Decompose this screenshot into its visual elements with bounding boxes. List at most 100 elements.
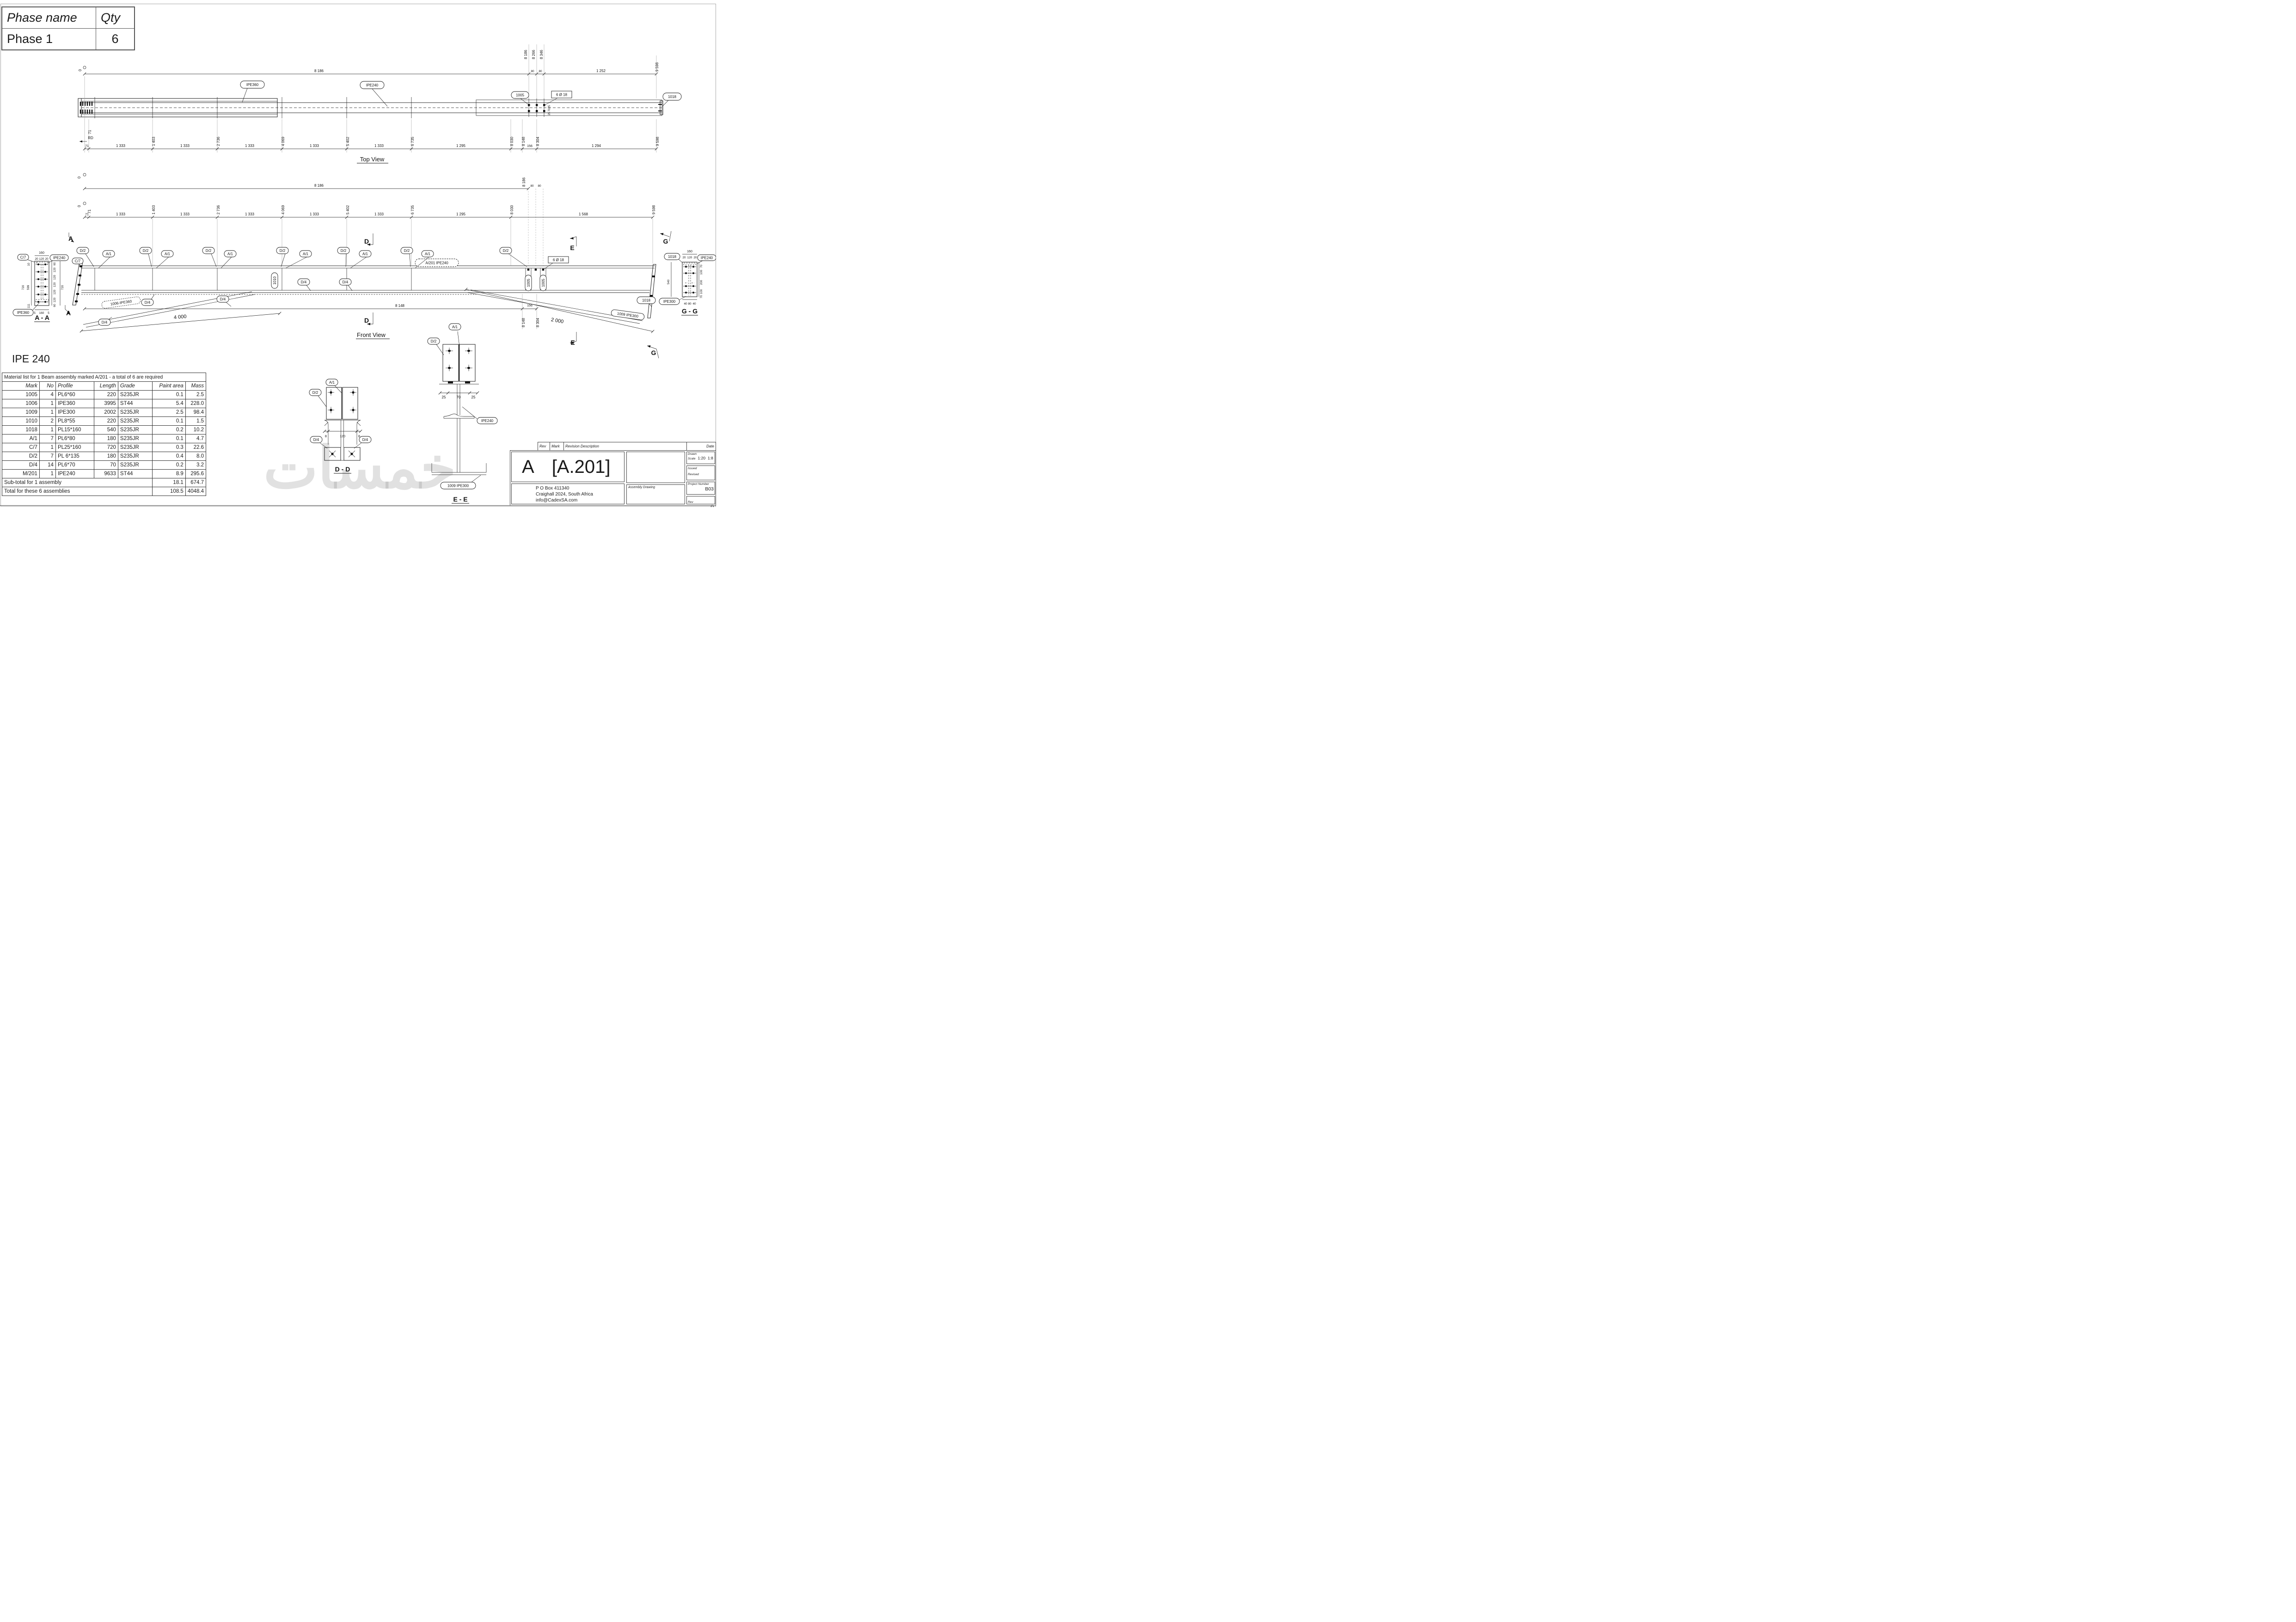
issued-box: Issued Revised xyxy=(686,465,715,480)
gg-callout-ipe300: IPE300 xyxy=(663,300,676,304)
material-row: 1005 4 PL6*60 220 S235JR 0.1 2.5 xyxy=(2,390,207,399)
date-header: Date xyxy=(706,444,714,448)
material-total-row: Total for these 6 assemblies 108.5 4048.4 xyxy=(1,487,207,496)
section-gg-label: G - G xyxy=(682,307,698,315)
callout-6d18-front: 6 Ø 18 xyxy=(553,258,564,262)
fv-dim-156: 156 xyxy=(527,304,533,307)
logo-box xyxy=(626,452,685,483)
tv-rot-8186: 8 186 xyxy=(524,49,528,59)
aa-dim-20a: 20 xyxy=(35,257,38,261)
fv-seg-1333d: 1 333 xyxy=(310,212,319,216)
gg-dim-70a: 70 xyxy=(700,264,703,268)
aa-dim-120r: 120 xyxy=(53,282,56,287)
fv-cum-8030: 8 030 xyxy=(510,205,514,214)
callout-a1: A/1 xyxy=(106,252,112,256)
gg-dim-40a: 40 xyxy=(684,302,687,306)
gg-callout-ipe240: IPE240 xyxy=(701,256,713,260)
scale-box: Drawn Scale 1:20 1:8 xyxy=(686,452,715,464)
callout-d4: D/4 xyxy=(301,280,307,284)
callout-ipe360: IPE360 xyxy=(246,83,259,87)
tv-cum-6735: 6 735 xyxy=(410,136,415,146)
fv-datum: 0 xyxy=(77,176,81,178)
gg-dim-20b: 20 xyxy=(693,256,697,259)
phase-table: Phase name Qty Phase 1 6 xyxy=(1,6,135,50)
marker-g-bottom: G xyxy=(651,349,656,356)
drawing-canvas: 0 8 186 8 186 8 266 8 346 80 80 1 252 9 … xyxy=(12,44,716,504)
sheet-frame xyxy=(0,4,716,507)
fv-dim-2000: 2 000 xyxy=(551,317,564,325)
callout-d4: D/4 xyxy=(343,280,349,284)
phase-name-value: Phase 1 xyxy=(1,28,96,50)
fv-dim-4000: 4 000 xyxy=(174,314,187,320)
material-title: Material list for 1 Beam assembly marked… xyxy=(2,373,206,382)
address-line1: P O Box 411340 xyxy=(536,486,569,491)
fv-seg-1333c: 1 333 xyxy=(245,212,255,216)
material-row: 1018 1 PL15*160 540 S235JR 0.2 10.2 xyxy=(2,425,207,435)
total-label: Total for these 6 assemblies xyxy=(1,487,153,496)
ee-callout-d2: D/2 xyxy=(431,339,437,343)
gg-callout-1018: 1018 xyxy=(668,255,676,259)
aa-dim-720l: 720 xyxy=(22,285,25,290)
tv-hole-dim-25b: 25 xyxy=(548,112,551,116)
scale-value-1: 1:20 xyxy=(698,456,706,460)
tv-rot-71: 71 xyxy=(88,130,92,134)
section-dd-label: D - D xyxy=(335,465,350,473)
callout-1005: 1005 xyxy=(516,93,524,98)
callout-d2: D/2 xyxy=(341,249,347,253)
dd-callout-d4: D/4 xyxy=(362,438,368,442)
tv-rot-8346: 8 346 xyxy=(539,49,544,59)
fv-dim-9598: 9 598 xyxy=(652,205,656,214)
fv-seg-1333e: 1 333 xyxy=(374,212,384,216)
dd-callout-d2: D/2 xyxy=(312,391,318,395)
gg-dim-540: 540 xyxy=(667,279,670,284)
tv-cum-8148: 8 148 xyxy=(521,136,526,146)
section-gg: 160 20 120 20 540 70 100 200 100 70 40 8… xyxy=(659,250,716,316)
drawing-type-box: Assembly Drawing xyxy=(626,484,685,504)
aa-dim-60b: 60 xyxy=(53,304,56,307)
ee-label-1009: 1009 IPE300 xyxy=(447,484,469,488)
material-row: M/201 1 IPE240 9633 ST44 8.9 295.6 xyxy=(2,469,207,478)
top-view: 0 8 186 8 186 8 266 8 346 80 80 1 252 9 … xyxy=(78,44,682,164)
dd-dim-8a: 8 xyxy=(325,435,327,438)
tv-cum-8304: 8 304 xyxy=(536,136,540,146)
dd-dim-120: 120 xyxy=(340,435,345,438)
drawn-label: Drawn xyxy=(688,453,697,456)
gg-dim-120: 120 xyxy=(687,256,692,259)
front-view: 0 8 186 8 186 80 80 0 71 71 1 333 1 333 … xyxy=(65,173,672,359)
callout-a1: A/1 xyxy=(425,252,431,256)
dd-callout-d4: D/4 xyxy=(313,438,319,442)
col-grade: Grade xyxy=(117,381,153,391)
project-number-box: Project Number B03 xyxy=(686,482,715,495)
aa-dim-599: 599 xyxy=(27,285,30,290)
gg-dim-20a: 20 xyxy=(682,256,686,259)
dd-dim-8b: 8 xyxy=(358,435,360,438)
rev-box: Rev 0 xyxy=(686,496,715,507)
tv-seg-1294: 1 294 xyxy=(592,144,601,148)
revised-label: Revised xyxy=(688,473,699,476)
tv-cum-2736: 2 736 xyxy=(216,136,220,146)
issued-label: Issued xyxy=(688,467,697,470)
phase-qty-header: Qty xyxy=(96,6,135,29)
ee-dim-25a: 25 xyxy=(442,395,446,399)
aa-dim-120r: 120 xyxy=(53,297,56,302)
tv-seg-156: 156 xyxy=(527,145,533,148)
callout-a1: A/1 xyxy=(303,252,309,256)
aa-callout-c7: C/7 xyxy=(20,256,26,260)
gg-dim-200: 200 xyxy=(700,280,703,285)
callout-1018: 1018 xyxy=(668,95,676,99)
aa-dim-60a: 60 xyxy=(53,262,56,266)
fv-dim-8186: 8 186 xyxy=(314,184,324,188)
address-box: P O Box 411340 Craighall 2024, South Afr… xyxy=(511,484,625,504)
revision-strip: Rev Mark Revision Description Date xyxy=(538,442,716,451)
sheet-bottom-edge xyxy=(0,505,716,506)
aa-dim-120r: 120 xyxy=(53,267,56,272)
tv-cum-4069: 4 069 xyxy=(281,136,285,146)
fv-dim-80a: 80 xyxy=(530,184,534,188)
material-row: D/4 14 PL6*70 70 S235JR 0.2 3.2 xyxy=(2,460,207,470)
tv-cum-9598: 9 598 xyxy=(655,136,660,146)
material-row: A/1 7 PL6*80 180 S235JR 0.1 4.7 xyxy=(2,434,207,443)
col-mark: Mark xyxy=(2,381,40,391)
tv-dim-9598-top: 9 598 xyxy=(655,62,659,72)
fv-seg-1295: 1 295 xyxy=(456,212,466,216)
aa-dim-120: 120 xyxy=(39,257,44,261)
